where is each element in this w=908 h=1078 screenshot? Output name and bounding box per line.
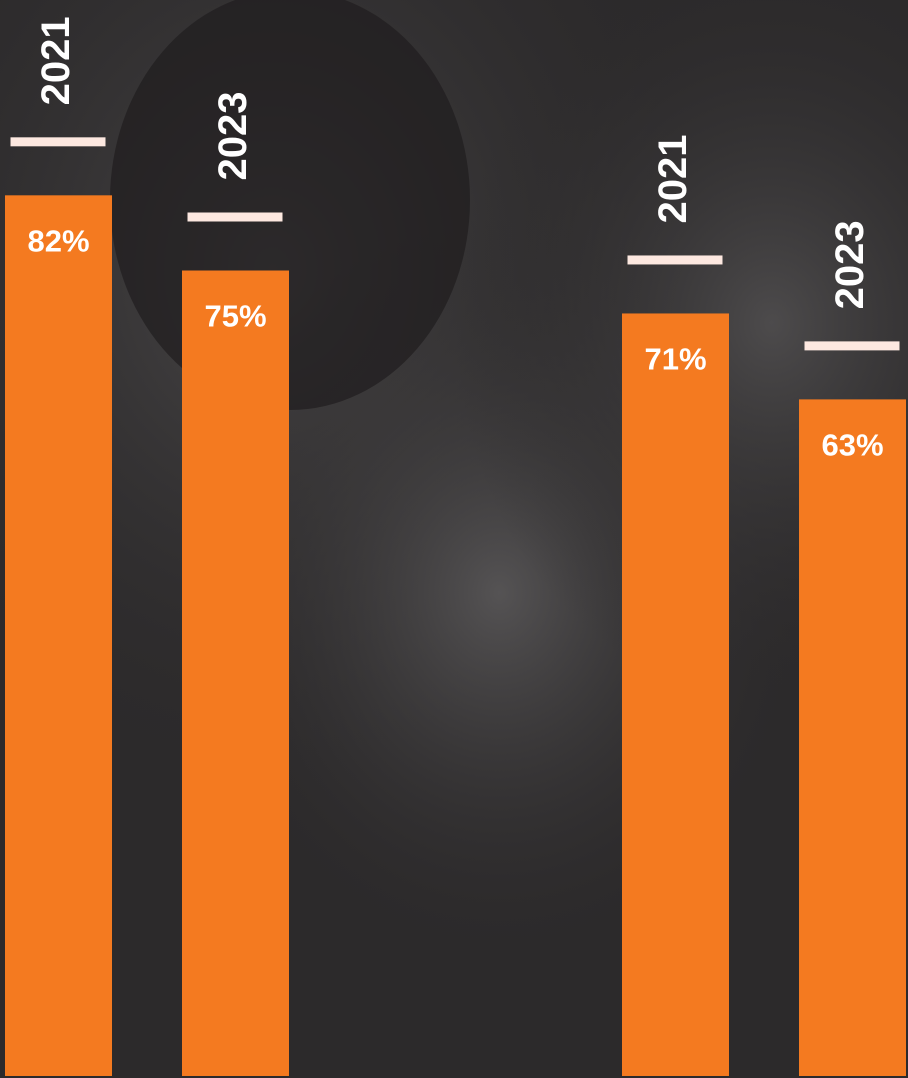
bar (5, 195, 112, 1076)
category-label: 2023 (828, 220, 872, 309)
year-marker (10, 137, 106, 147)
value-label: 63% (821, 428, 883, 463)
category-label: 2021 (34, 16, 78, 105)
value-label: 71% (644, 342, 706, 377)
category-label: 2021 (651, 134, 695, 223)
value-label: 82% (27, 224, 89, 259)
bar (622, 313, 729, 1077)
year-marker (187, 212, 283, 222)
value-label: 75% (204, 299, 266, 334)
year-marker (627, 255, 723, 265)
background-figure (110, 0, 470, 410)
bar (799, 399, 906, 1076)
category-label: 2023 (211, 92, 255, 181)
bar (182, 270, 289, 1076)
year-marker (804, 341, 900, 351)
